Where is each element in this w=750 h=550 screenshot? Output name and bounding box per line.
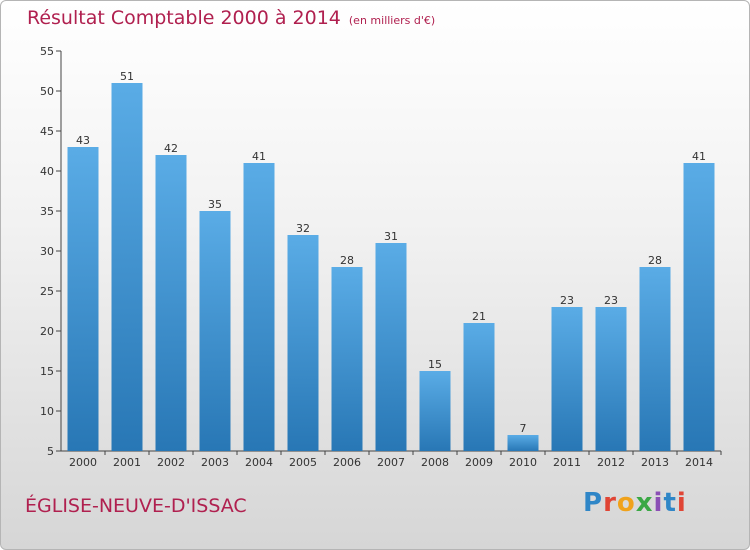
- chart-title: Résultat Comptable 2000 à 2014 (en millie…: [27, 7, 435, 29]
- bar: [155, 155, 187, 451]
- commune-name: ÉGLISE-NEUVE-D'ISSAC: [25, 495, 247, 517]
- x-tick-label: 2013: [641, 456, 669, 469]
- bar: [639, 267, 671, 451]
- x-tick-label: 2010: [509, 456, 537, 469]
- x-tick-label: 2003: [201, 456, 229, 469]
- x-tick-label: 2009: [465, 456, 493, 469]
- x-tick-label: 2005: [289, 456, 317, 469]
- y-tick-label: 25: [40, 285, 54, 298]
- logo-letter: i: [653, 488, 664, 518]
- bar: [551, 307, 583, 451]
- data-label: 32: [296, 222, 310, 235]
- logo-letter: o: [616, 488, 636, 518]
- data-label: 28: [648, 254, 662, 267]
- x-tick-label: 2014: [685, 456, 713, 469]
- bar: [419, 371, 451, 451]
- bar: [595, 307, 627, 451]
- bar: [199, 211, 231, 451]
- y-tick-label: 50: [40, 85, 54, 98]
- x-tick-label: 2002: [157, 456, 185, 469]
- x-tick-label: 2011: [553, 456, 581, 469]
- bar: [375, 243, 407, 451]
- proxiti-logo[interactable]: Proxiti: [583, 488, 687, 518]
- y-tick-label: 15: [40, 365, 54, 378]
- data-label: 41: [692, 150, 706, 163]
- data-label: 23: [560, 294, 574, 307]
- x-tick-label: 2000: [69, 456, 97, 469]
- x-tick-label: 2008: [421, 456, 449, 469]
- y-tick-label: 45: [40, 125, 54, 138]
- x-tick-label: 2006: [333, 456, 361, 469]
- bar: [243, 163, 275, 451]
- data-label: 28: [340, 254, 354, 267]
- data-label: 43: [76, 134, 90, 147]
- x-tick-label: 2007: [377, 456, 405, 469]
- y-tick-label: 35: [40, 205, 54, 218]
- bar: [111, 83, 143, 451]
- y-tick-label: 5: [47, 445, 54, 458]
- data-label: 31: [384, 230, 398, 243]
- title-text: Résultat Comptable 2000 à 2014: [27, 7, 341, 29]
- data-label: 7: [520, 422, 527, 435]
- y-tick-label: 40: [40, 165, 54, 178]
- bar: [463, 323, 495, 451]
- logo-letter: r: [603, 488, 617, 518]
- bar: [331, 267, 363, 451]
- y-tick-label: 20: [40, 325, 54, 338]
- logo-letter: t: [663, 488, 677, 518]
- x-tick-label: 2004: [245, 456, 273, 469]
- y-tick-label: 30: [40, 245, 54, 258]
- bar: [683, 163, 715, 451]
- data-label: 51: [120, 70, 134, 83]
- logo-letter: x: [635, 488, 654, 518]
- data-label: 42: [164, 142, 178, 155]
- x-tick-label: 2012: [597, 456, 625, 469]
- x-tick-label: 2001: [113, 456, 141, 469]
- data-label: 41: [252, 150, 266, 163]
- data-label: 35: [208, 198, 222, 211]
- data-label: 15: [428, 358, 442, 371]
- bar: [507, 435, 539, 451]
- logo-letter: P: [583, 488, 604, 518]
- y-tick-label: 55: [40, 45, 54, 58]
- bar: [67, 147, 99, 451]
- data-label: 21: [472, 310, 486, 323]
- bar: [287, 235, 319, 451]
- y-tick-label: 10: [40, 405, 54, 418]
- data-label: 23: [604, 294, 618, 307]
- unit-text: (en milliers d'€): [348, 14, 436, 27]
- logo-letter: i: [676, 488, 687, 518]
